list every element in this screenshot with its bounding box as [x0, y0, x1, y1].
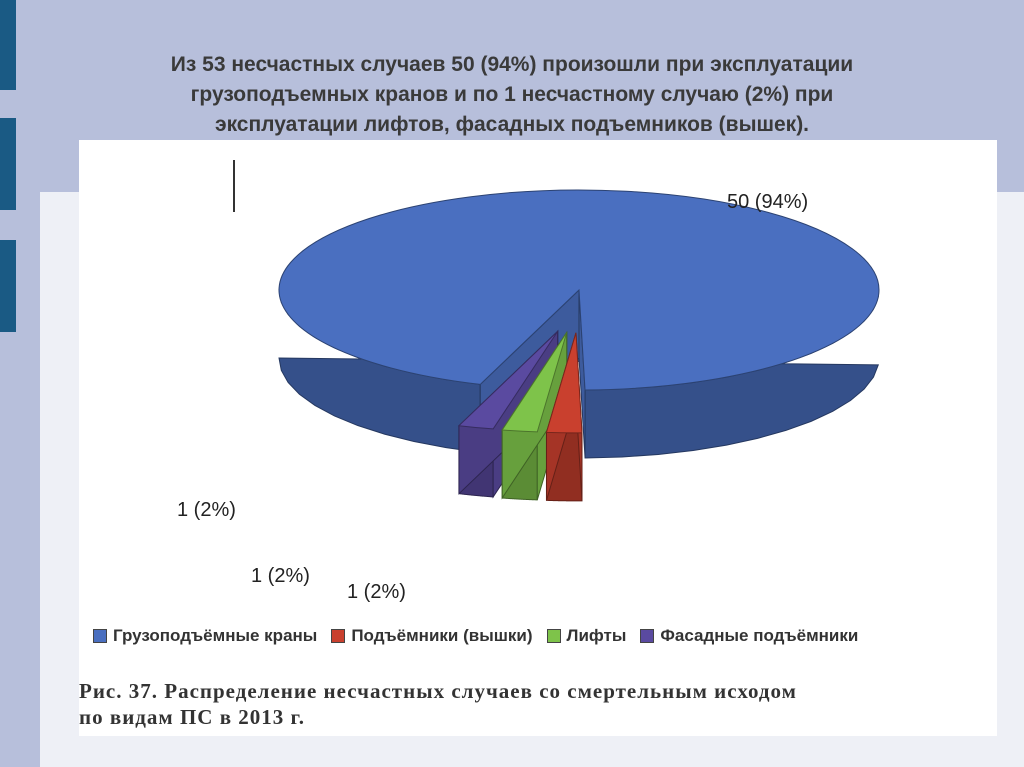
side-bar-middle: [0, 118, 16, 210]
legend-item-lifts-towers: Подъёмники (вышки): [331, 626, 533, 646]
pie-chart: 50 (94%) 1 (2%) 1 (2%) 1 (2%): [177, 160, 880, 603]
legend-label-elevators: Лифты: [566, 626, 627, 645]
side-bar-bottom: [0, 240, 16, 332]
pie-slice-elevators: [501, 330, 568, 501]
data-label-elevators: 1 (2%): [251, 565, 310, 587]
pie-top-cranes: [278, 189, 880, 391]
caption-line-1: Рис. 37. Распределение несчастных случае…: [79, 679, 797, 703]
pie-slice-lifts-towers: [545, 332, 583, 502]
figure-caption: Рис. 37. Распределение несчастных случае…: [79, 678, 997, 730]
pie-top-lifts-towers: [545, 332, 583, 434]
legend-item-cranes: Грузоподъёмные краны: [93, 626, 317, 646]
data-label-lifts-towers: 1 (2%): [347, 581, 406, 603]
data-label-facade-lifts: 1 (2%): [177, 499, 236, 521]
data-label-cranes: 50 (94%): [727, 191, 808, 213]
legend-item-elevators: Лифты: [546, 626, 627, 646]
legend-item-facade-lifts: Фасадные подъёмники: [640, 626, 858, 646]
legend-swatch-facade-lifts: [640, 629, 655, 643]
legend-label-lifts-towers: Подъёмники (вышки): [351, 626, 533, 645]
side-bar-top: [0, 0, 16, 90]
pie-top-facade-lifts: [457, 330, 559, 430]
chart-figure: 50 (94%) 1 (2%) 1 (2%) 1 (2%) Грузоподъё…: [79, 140, 997, 736]
caption-line-2: по видам ПС в 2013 г.: [79, 705, 305, 729]
slide-title: Из 53 несчастных случаев 50 (94%) произо…: [0, 50, 1024, 140]
title-line-1: Из 53 несчастных случаев 50 (94%) произо…: [170, 53, 854, 76]
legend-swatch-cranes: [93, 629, 107, 643]
legend-swatch-lifts-towers: [331, 629, 346, 643]
title-line-2: грузоподъемных кранов и по 1 несчастному…: [190, 83, 834, 106]
legend-label-cranes: Грузоподъёмные краны: [113, 626, 318, 645]
legend-label-facade-lifts: Фасадные подъёмники: [660, 626, 859, 645]
pie-slice-cranes: [278, 189, 880, 459]
chart-legend: Грузоподъёмные краны Подъёмники (вышки) …: [93, 626, 872, 646]
pie-top-elevators: [501, 332, 568, 433]
title-line-3: эксплуатации лифтов, фасадных подъемнико…: [214, 113, 810, 136]
legend-swatch-elevators: [546, 629, 561, 643]
